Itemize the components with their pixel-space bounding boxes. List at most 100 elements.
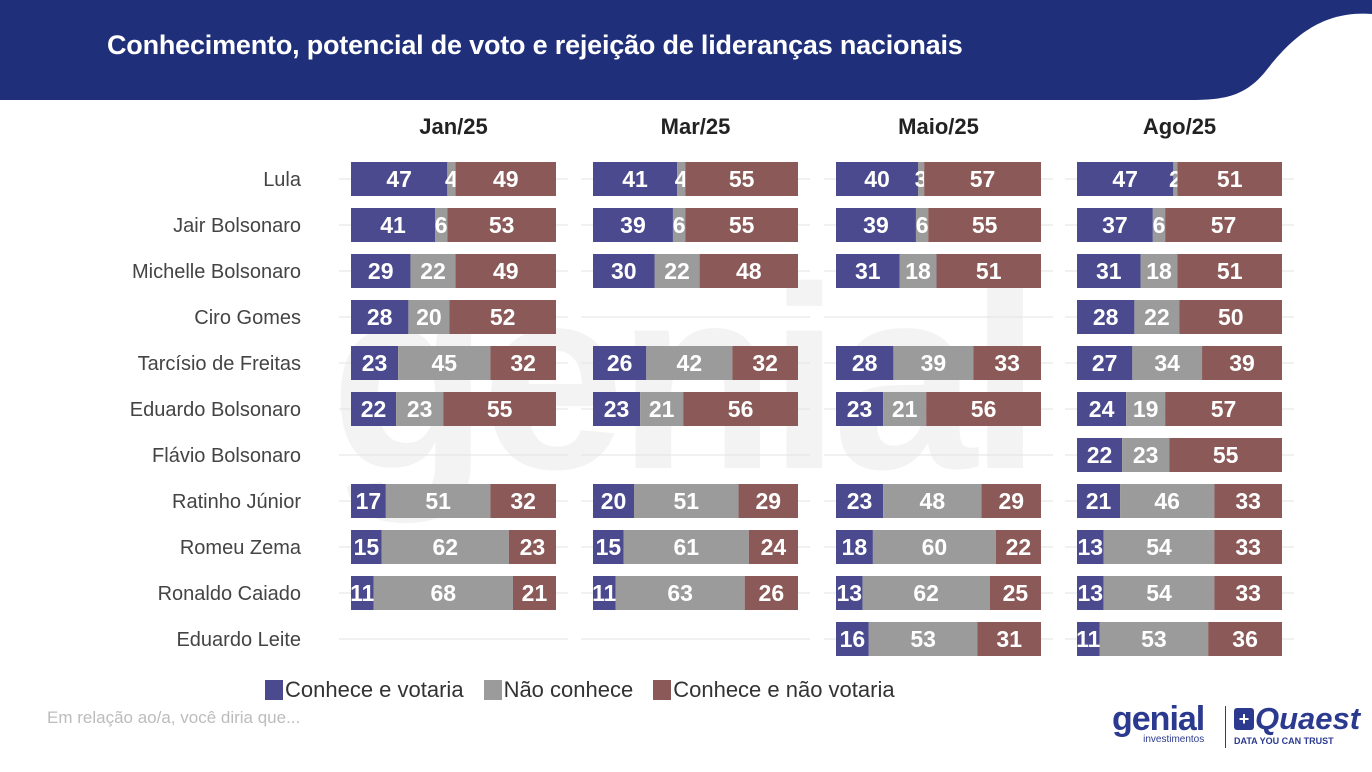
bar-segment-votaria — [351, 392, 397, 426]
legend-swatch-votaria — [265, 680, 283, 700]
bar-segment-votaria — [1077, 346, 1133, 380]
genial-logo-word: genial — [1112, 700, 1205, 738]
bar-segment-votaria — [1077, 162, 1174, 196]
bar-value-label: 39 — [921, 350, 947, 376]
stacked-bar-chart: Lula Jair Bolsonaro Michelle Bolsonaro Ciro… — [130, 114, 1294, 656]
bar-value-label: 37 — [1102, 212, 1128, 238]
bar-value-label: 33 — [1235, 534, 1261, 560]
bar-segment-nao-conhece — [1126, 392, 1166, 426]
bar-segment-nao-votaria — [924, 162, 1041, 196]
bar-value-label: 17 — [356, 488, 382, 514]
bar-segment-votaria — [351, 162, 448, 196]
bar-value-label: 56 — [971, 396, 997, 422]
bar-segment-votaria — [593, 208, 673, 242]
bar-segment-nao-conhece — [447, 162, 456, 196]
bar-segment-nao-votaria — [699, 254, 798, 288]
bar-value-label: 49 — [493, 258, 519, 284]
bar-segment-nao-votaria — [732, 346, 798, 380]
bar-segment-nao-votaria — [508, 530, 556, 564]
legend-label: Conhece e votaria — [285, 677, 464, 702]
bar-segment-nao-conhece — [646, 346, 733, 380]
bar-value-label: 55 — [729, 166, 755, 192]
bar-value-label: 26 — [759, 580, 785, 606]
bar-segment-nao-votaria — [455, 254, 556, 288]
bar-segment-votaria — [1077, 300, 1135, 334]
bar-segment-nao-conhece — [893, 346, 974, 380]
candidate-label: Ronaldo Caiado — [158, 583, 301, 605]
bar-segment-nao-conhece — [899, 254, 937, 288]
bar-segment-nao-votaria — [1177, 254, 1282, 288]
bar-segment-votaria — [351, 254, 411, 288]
bar-value-label: 33 — [1235, 488, 1261, 514]
bar-segment-votaria — [1077, 392, 1127, 426]
bar-value-label: 20 — [416, 304, 442, 330]
bar-segment-nao-votaria — [981, 484, 1041, 518]
bar-segment-nao-conhece — [915, 208, 929, 242]
panel-title: Maio/25 — [898, 114, 979, 139]
bar-segment-votaria — [351, 208, 436, 242]
legend-item-votaria: Conhece e votaria — [265, 677, 464, 703]
bar-value-label: 26 — [607, 350, 633, 376]
candidate-label: Eduardo Leite — [176, 629, 301, 651]
bar-value-label: 24 — [1089, 396, 1115, 422]
bar-value-label: 29 — [368, 258, 394, 284]
candidate-label: Michelle Bolsonaro — [132, 261, 301, 283]
bar-segment-nao-conhece — [1134, 300, 1180, 334]
bar-segment-nao-votaria — [683, 392, 798, 426]
bar-value-label: 29 — [755, 488, 781, 514]
bar-value-label: 6 — [435, 212, 448, 238]
bar-value-label: 61 — [673, 534, 699, 560]
bar-value-label: 22 — [664, 258, 690, 284]
bar-value-label: 4 — [445, 166, 458, 192]
bar-value-label: 55 — [1213, 442, 1239, 468]
bar-value-label: 28 — [367, 304, 393, 330]
bar-segment-nao-conhece — [883, 392, 927, 426]
bar-value-label: 27 — [1092, 350, 1118, 376]
bar-segment-votaria — [1077, 254, 1141, 288]
bar-value-label: 6 — [1153, 212, 1166, 238]
bar-value-label: 31 — [855, 258, 881, 284]
bar-value-label: 25 — [1003, 580, 1029, 606]
bar-segment-nao-votaria — [744, 576, 798, 610]
header-shape — [0, 0, 1372, 100]
bar-value-label: 63 — [667, 580, 693, 606]
quaest-logo-text: Quaest — [1255, 701, 1361, 736]
bar-segment-votaria — [1077, 576, 1104, 610]
bar-value-label: 22 — [1144, 304, 1170, 330]
bar-value-label: 23 — [604, 396, 630, 422]
bar-value-label: 51 — [1217, 166, 1243, 192]
bar-segment-votaria — [593, 392, 641, 426]
bar-value-label: 22 — [420, 258, 446, 284]
bar-value-label: 42 — [677, 350, 703, 376]
bar-segment-nao-conhece — [1103, 530, 1215, 564]
bar-segment-nao-votaria — [512, 576, 556, 610]
bar-value-label: 24 — [761, 534, 787, 560]
bar-value-label: 54 — [1146, 580, 1172, 606]
bar-value-label: 50 — [1218, 304, 1244, 330]
bar-segment-nao-votaria — [443, 392, 556, 426]
candidate-label: Flávio Bolsonaro — [152, 445, 301, 467]
candidate-label: Tarcísio de Freitas — [138, 353, 301, 375]
bar-value-label: 53 — [1141, 626, 1167, 652]
bar-value-label: 39 — [863, 212, 889, 238]
bar-segment-votaria — [836, 484, 884, 518]
bar-value-label: 18 — [905, 258, 931, 284]
bar-segment-nao-conhece — [1099, 622, 1209, 656]
page-title: Conhecimento, potencial de voto e rejeiç… — [107, 30, 963, 60]
bar-value-label: 22 — [1006, 534, 1032, 560]
legend-swatch-nao-votaria — [653, 680, 672, 700]
bar-value-label: 68 — [430, 580, 456, 606]
bar-segment-nao-votaria — [995, 530, 1041, 564]
bar-segment-nao-conhece — [623, 530, 749, 564]
bar-value-label: 18 — [842, 534, 868, 560]
bar-segment-nao-votaria — [1169, 438, 1282, 472]
bar-segment-votaria — [836, 346, 894, 380]
bar-value-label: 31 — [996, 626, 1022, 652]
bar-value-label: 60 — [922, 534, 948, 560]
bar-value-label: 32 — [752, 350, 778, 376]
bar-value-label: 16 — [840, 626, 866, 652]
bar-segment-votaria — [836, 162, 918, 196]
bar-segment-votaria — [593, 254, 655, 288]
bar-value-label: 28 — [1093, 304, 1119, 330]
bar-segment-votaria — [351, 530, 382, 564]
